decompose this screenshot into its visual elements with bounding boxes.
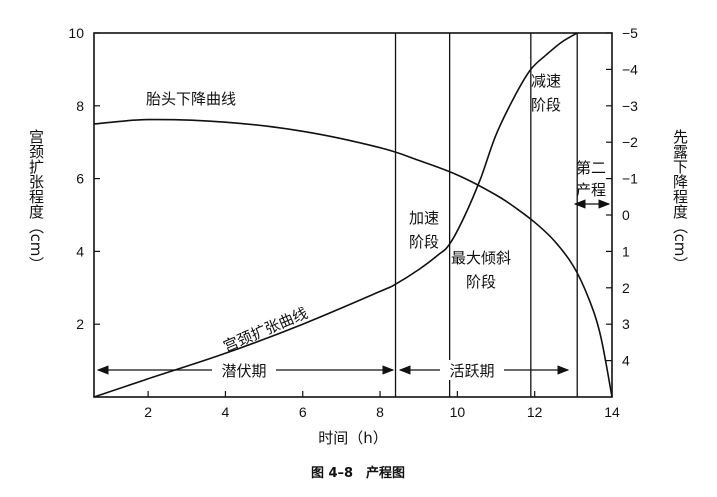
left-tick-label: 4 bbox=[76, 243, 84, 259]
right-tick-label: 0 bbox=[622, 207, 630, 223]
dilation-curve bbox=[93, 32, 578, 398]
left-axis-label: 宫颈扩张程度（cm） bbox=[27, 129, 45, 272]
descent-curve bbox=[93, 118, 613, 398]
left-tick-label: 2 bbox=[76, 316, 84, 332]
x-axis-label: 时间（h） bbox=[318, 429, 388, 447]
deceleration-label-2: 阶段 bbox=[531, 96, 561, 114]
active-label-bg bbox=[440, 360, 504, 380]
x-tick-label: 10 bbox=[450, 404, 466, 420]
right-tick-label: 4 bbox=[622, 353, 630, 369]
figure-caption: 图 4–8 产程图 bbox=[311, 465, 405, 481]
right-tick-label: −3 bbox=[622, 98, 638, 114]
acceleration-label-2: 阶段 bbox=[409, 233, 439, 251]
left-tick-label: 8 bbox=[76, 98, 84, 114]
dilation-curve-label: 宫颈扩张曲线 bbox=[221, 304, 311, 356]
right-tick-label: 3 bbox=[622, 316, 630, 332]
right-tick-label: 1 bbox=[622, 243, 630, 259]
series-layer bbox=[93, 32, 613, 398]
deceleration-label-1: 减速 bbox=[531, 72, 561, 90]
x-tick-label: 14 bbox=[604, 404, 620, 420]
right-tick-label: −2 bbox=[622, 134, 638, 150]
active-phase-label: 活跃期 bbox=[449, 362, 494, 380]
phase-boundaries bbox=[394, 33, 578, 397]
x-tick-label: 6 bbox=[299, 404, 307, 420]
max-slope-label-2: 阶段 bbox=[466, 273, 496, 291]
right-tick-label: 2 bbox=[622, 280, 630, 296]
x-tick-label: 2 bbox=[144, 404, 152, 420]
left-tick-label: 6 bbox=[76, 171, 84, 187]
second-stage-label-1: 第二 bbox=[576, 159, 606, 177]
left-axis-ticks: 2 4 6 8 10 bbox=[68, 25, 100, 332]
latent-phase-label: 潜伏期 bbox=[221, 362, 266, 380]
right-tick-label: −1 bbox=[622, 171, 638, 187]
right-tick-label: −4 bbox=[622, 61, 638, 77]
second-stage-label-2: 产程 bbox=[576, 181, 606, 199]
x-axis-ticks: 2 4 6 8 10 12 14 bbox=[144, 391, 620, 420]
x-tick-label: 12 bbox=[527, 404, 543, 420]
right-axis-label: 先露下降程度（cm） bbox=[671, 129, 689, 272]
max-slope-label-1: 最大倾斜 bbox=[451, 249, 511, 267]
acceleration-label-1: 加速 bbox=[409, 209, 439, 227]
right-tick-label: −5 bbox=[622, 25, 638, 41]
descent-curve-label: 胎头下降曲线 bbox=[146, 90, 236, 108]
x-tick-label: 4 bbox=[222, 404, 230, 420]
latent-label-bg bbox=[212, 360, 276, 380]
left-tick-label: 10 bbox=[68, 25, 84, 41]
x-tick-label: 8 bbox=[376, 404, 384, 420]
right-axis-ticks: −5 −4 −3 −2 −1 0 1 2 3 4 bbox=[606, 25, 638, 369]
